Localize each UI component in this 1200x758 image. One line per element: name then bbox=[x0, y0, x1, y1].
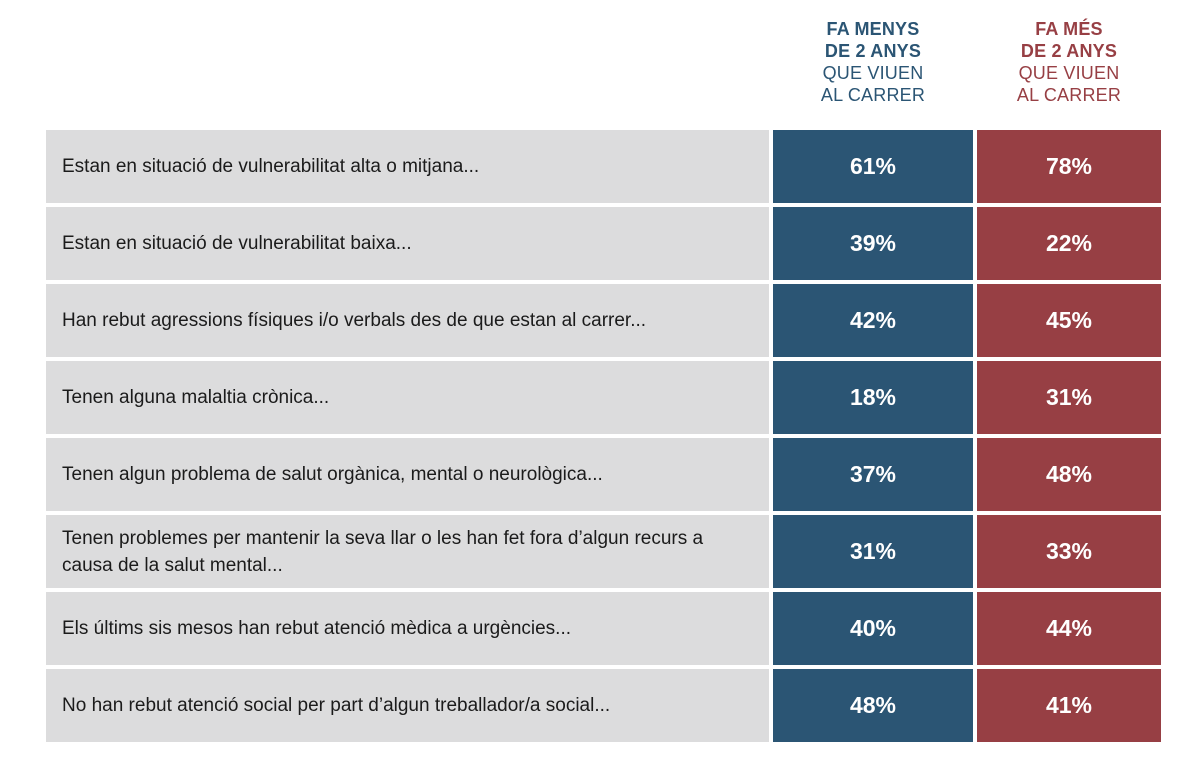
table-row: Estan en situació de vulnerabilitat alta… bbox=[46, 130, 1162, 203]
column-header-line: AL CARRER bbox=[820, 85, 926, 105]
column-header-line: FA MENYS bbox=[826, 19, 920, 39]
value-cell-less-than-2-years: 37% bbox=[773, 438, 973, 511]
row-label: Els últims sis mesos han rebut atenció m… bbox=[46, 592, 769, 665]
column-header-line: DE 2 ANYS bbox=[1020, 41, 1118, 61]
row-label: Tenen alguna malaltia crònica... bbox=[46, 361, 769, 434]
column-header-more-than-2-years: FA MÉS DE 2 ANYS QUE VIUEN AL CARRER bbox=[977, 18, 1161, 106]
table-row: Els últims sis mesos han rebut atenció m… bbox=[46, 592, 1162, 665]
column-header-line: QUE VIUEN bbox=[1018, 63, 1120, 83]
value-cell-more-than-2-years: 31% bbox=[977, 361, 1161, 434]
value-cell-less-than-2-years: 42% bbox=[773, 284, 973, 357]
column-header-line: DE 2 ANYS bbox=[824, 41, 922, 61]
value-cell-less-than-2-years: 40% bbox=[773, 592, 973, 665]
row-label: Tenen problemes per mantenir la seva lla… bbox=[46, 515, 769, 588]
row-label: Estan en situació de vulnerabilitat baix… bbox=[46, 207, 769, 280]
value-cell-more-than-2-years: 41% bbox=[977, 669, 1161, 742]
column-header-less-than-2-years: FA MENYS DE 2 ANYS QUE VIUEN AL CARRER bbox=[773, 18, 973, 106]
column-header-line: QUE VIUEN bbox=[822, 63, 924, 83]
value-cell-more-than-2-years: 22% bbox=[977, 207, 1161, 280]
value-cell-more-than-2-years: 45% bbox=[977, 284, 1161, 357]
table-row: Tenen alguna malaltia crònica... 18% 31% bbox=[46, 361, 1162, 434]
row-label: Tenen algun problema de salut orgànica, … bbox=[46, 438, 769, 511]
value-cell-less-than-2-years: 31% bbox=[773, 515, 973, 588]
value-cell-less-than-2-years: 18% bbox=[773, 361, 973, 434]
value-cell-more-than-2-years: 44% bbox=[977, 592, 1161, 665]
value-cell-less-than-2-years: 48% bbox=[773, 669, 973, 742]
row-label: Estan en situació de vulnerabilitat alta… bbox=[46, 130, 769, 203]
value-cell-more-than-2-years: 78% bbox=[977, 130, 1161, 203]
table-row: Tenen algun problema de salut orgànica, … bbox=[46, 438, 1162, 511]
table-row: No han rebut atenció social per part d’a… bbox=[46, 669, 1162, 742]
value-cell-more-than-2-years: 48% bbox=[977, 438, 1161, 511]
value-cell-less-than-2-years: 61% bbox=[773, 130, 973, 203]
table-row: Han rebut agressions físiques i/o verbal… bbox=[46, 284, 1162, 357]
table-row: Estan en situació de vulnerabilitat baix… bbox=[46, 207, 1162, 280]
table-row: Tenen problemes per mantenir la seva lla… bbox=[46, 515, 1162, 588]
column-header-line: FA MÉS bbox=[1035, 19, 1103, 39]
value-cell-less-than-2-years: 39% bbox=[773, 207, 973, 280]
comparison-table: Estan en situació de vulnerabilitat alta… bbox=[46, 130, 1162, 742]
value-cell-more-than-2-years: 33% bbox=[977, 515, 1161, 588]
column-header-line: AL CARRER bbox=[1016, 85, 1122, 105]
row-label: Han rebut agressions físiques i/o verbal… bbox=[46, 284, 769, 357]
row-label: No han rebut atenció social per part d’a… bbox=[46, 669, 769, 742]
